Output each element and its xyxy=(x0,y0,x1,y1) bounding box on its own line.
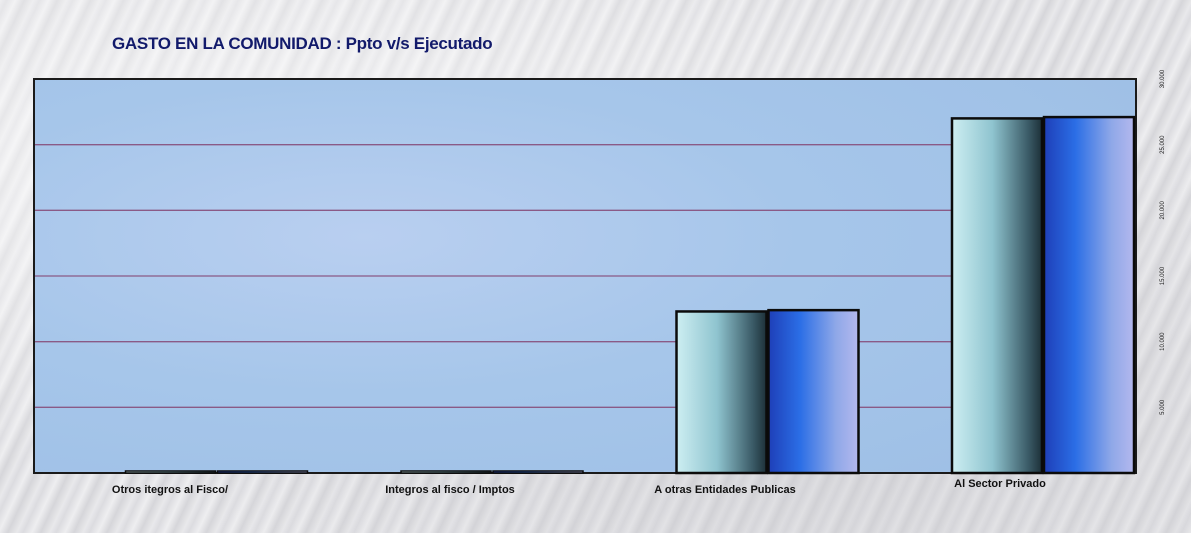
bar xyxy=(950,117,1044,475)
y-tick-label: 15.000 xyxy=(1160,266,1166,285)
bar xyxy=(675,310,768,475)
x-category-label: Integros al fisco / Imptos xyxy=(385,484,515,496)
y-tick-label: 5.000 xyxy=(1160,399,1166,415)
bar xyxy=(492,470,584,474)
x-category-label: Al Sector Privado xyxy=(954,478,1046,490)
y-tick-label: 20.000 xyxy=(1160,200,1166,219)
y-tick-label: 30.000 xyxy=(1160,69,1166,88)
chart-title: GASTO EN LA COMUNIDAD : Ppto v/s Ejecuta… xyxy=(112,34,493,53)
x-category-label: Otros itegros al Fisco/ xyxy=(112,484,228,496)
x-category-label: A otras Entidades Publicas xyxy=(654,484,795,496)
bar xyxy=(767,308,860,475)
bar xyxy=(216,470,309,474)
bar xyxy=(1042,115,1136,475)
bar xyxy=(400,470,492,474)
bar xyxy=(124,470,217,474)
y-tick-label: 25.000 xyxy=(1160,135,1166,154)
y-tick-label: 10.000 xyxy=(1160,332,1166,351)
